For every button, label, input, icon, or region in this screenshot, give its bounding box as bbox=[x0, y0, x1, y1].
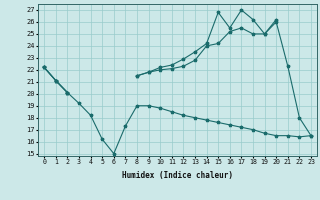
X-axis label: Humidex (Indice chaleur): Humidex (Indice chaleur) bbox=[122, 171, 233, 180]
